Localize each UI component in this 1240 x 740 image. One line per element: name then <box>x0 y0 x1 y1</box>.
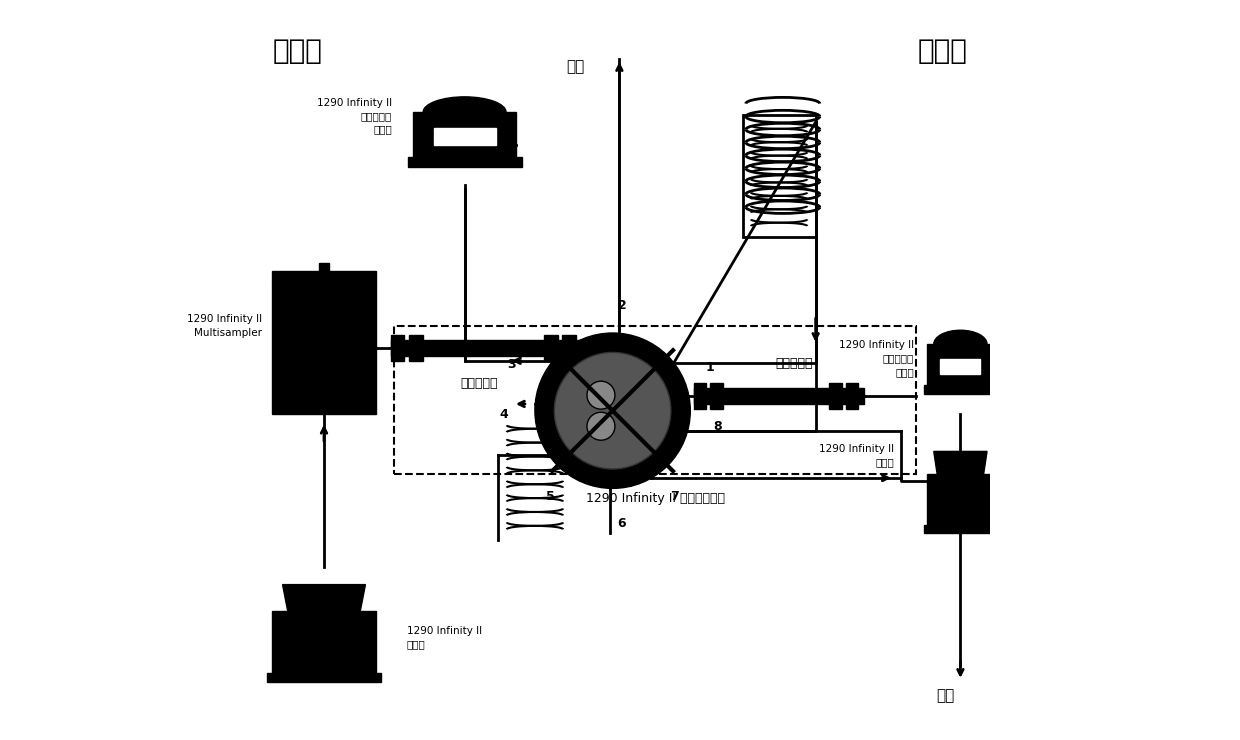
Text: 废液: 废液 <box>565 59 584 74</box>
Bar <box>267 673 381 682</box>
Bar <box>711 383 723 409</box>
Circle shape <box>554 352 671 469</box>
Text: 1290 Infinity II 高容量柱温箱: 1290 Infinity II 高容量柱温箱 <box>585 492 724 505</box>
Bar <box>273 611 376 673</box>
Ellipse shape <box>423 97 506 127</box>
Text: 废液: 废液 <box>936 688 955 703</box>
Text: 7: 7 <box>671 490 680 502</box>
Text: 4: 4 <box>500 408 508 421</box>
Text: 3: 3 <box>507 357 516 371</box>
Text: 1290 Infinity II
二级管阵列
检测器: 1290 Infinity II 二级管阵列 检测器 <box>317 98 392 135</box>
Bar <box>273 271 376 281</box>
Bar <box>391 340 583 356</box>
Bar <box>391 334 404 361</box>
Bar <box>319 263 329 271</box>
Polygon shape <box>283 585 366 611</box>
Text: 5: 5 <box>546 490 554 502</box>
Bar <box>434 129 496 144</box>
Text: 二维色谱柱: 二维色谱柱 <box>775 357 812 370</box>
Circle shape <box>534 333 691 488</box>
Ellipse shape <box>934 330 987 358</box>
Bar <box>743 115 816 237</box>
Bar <box>924 525 997 533</box>
Text: 1290 Infinity II
Multisampler: 1290 Infinity II Multisampler <box>187 314 262 337</box>
Text: 8: 8 <box>713 420 722 433</box>
Bar <box>846 383 858 409</box>
Bar <box>924 385 997 394</box>
Text: 第一维: 第一维 <box>273 37 322 65</box>
Circle shape <box>587 381 615 409</box>
Bar <box>940 359 981 374</box>
Text: 1290 Infinity II
高速泵: 1290 Infinity II 高速泵 <box>407 626 482 650</box>
Bar <box>694 388 864 404</box>
Bar <box>928 344 993 385</box>
Polygon shape <box>934 451 987 474</box>
Bar <box>830 383 842 409</box>
Text: 一维色谱柱: 一维色谱柱 <box>460 377 498 391</box>
Text: 2: 2 <box>618 299 626 312</box>
Bar <box>273 281 376 414</box>
Text: 第二维: 第二维 <box>918 37 967 65</box>
Bar <box>544 334 558 361</box>
Bar <box>394 326 916 474</box>
Bar <box>409 334 423 361</box>
Bar <box>413 112 516 157</box>
Bar <box>408 157 522 166</box>
Text: 1290 Infinity II
二级管阵列
检测器: 1290 Infinity II 二级管阵列 检测器 <box>838 340 914 377</box>
Bar <box>694 383 707 409</box>
Text: 1: 1 <box>706 361 714 374</box>
Circle shape <box>587 412 615 440</box>
Text: 1290 Infinity II
高速泵: 1290 Infinity II 高速泵 <box>818 444 894 467</box>
Bar <box>928 474 993 525</box>
Text: 6: 6 <box>618 517 626 530</box>
Bar <box>562 334 577 361</box>
